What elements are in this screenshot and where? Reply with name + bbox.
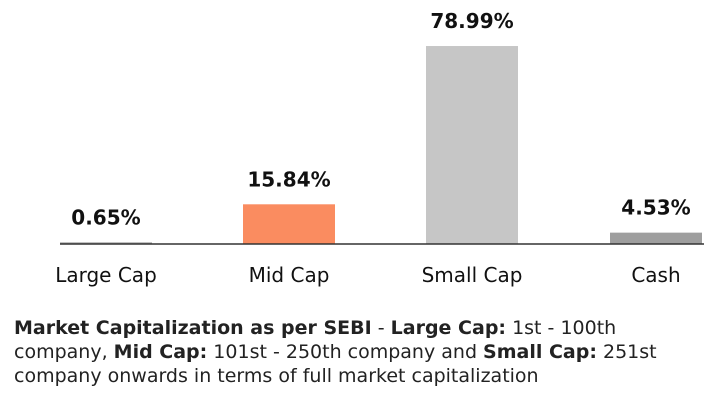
note-large-cap-term: Large Cap:: [390, 317, 507, 339]
note-small-cap-term: Small Cap:: [483, 341, 597, 363]
bar-mid-cap: [243, 204, 335, 244]
value-label-mid-cap: 15.84%: [247, 167, 330, 191]
value-labels-group: 0.65% 15.84% 78.99% 4.53%: [71, 9, 690, 229]
category-label-small-cap: Small Cap: [422, 263, 523, 287]
category-labels-group: Large Cap Mid Cap Small Cap Cash: [55, 263, 680, 287]
note-large-cap-def: 1st - 100th company,: [14, 317, 617, 363]
category-label-mid-cap: Mid Cap: [249, 263, 330, 287]
note-sep: -: [371, 317, 391, 339]
note-title: Market Capitalization as per SEBI: [14, 317, 372, 339]
note-mid-cap-term: Mid Cap:: [113, 341, 208, 363]
category-label-cash: Cash: [631, 263, 680, 287]
bars-group: [60, 46, 702, 245]
market-cap-bar-chart: 0.65% 15.84% 78.99% 4.53% Large Cap Mid Cap S…: [55, 9, 704, 287]
bar-small-cap: [426, 46, 518, 245]
bar-cash: [610, 232, 702, 244]
sebi-note: Market Capitalization as per SEBI - Larg…: [14, 316, 704, 388]
category-label-large-cap: Large Cap: [55, 263, 157, 287]
value-label-cash: 4.53%: [621, 196, 690, 220]
value-label-small-cap: 78.99%: [430, 9, 513, 33]
note-small-cap-def: 251st company onwards in terms of full m…: [14, 341, 657, 387]
bar-large-cap: [60, 242, 152, 244]
value-label-large-cap: 0.65%: [71, 205, 140, 229]
note-mid-cap-def: 101st - 250th company and: [207, 341, 484, 363]
